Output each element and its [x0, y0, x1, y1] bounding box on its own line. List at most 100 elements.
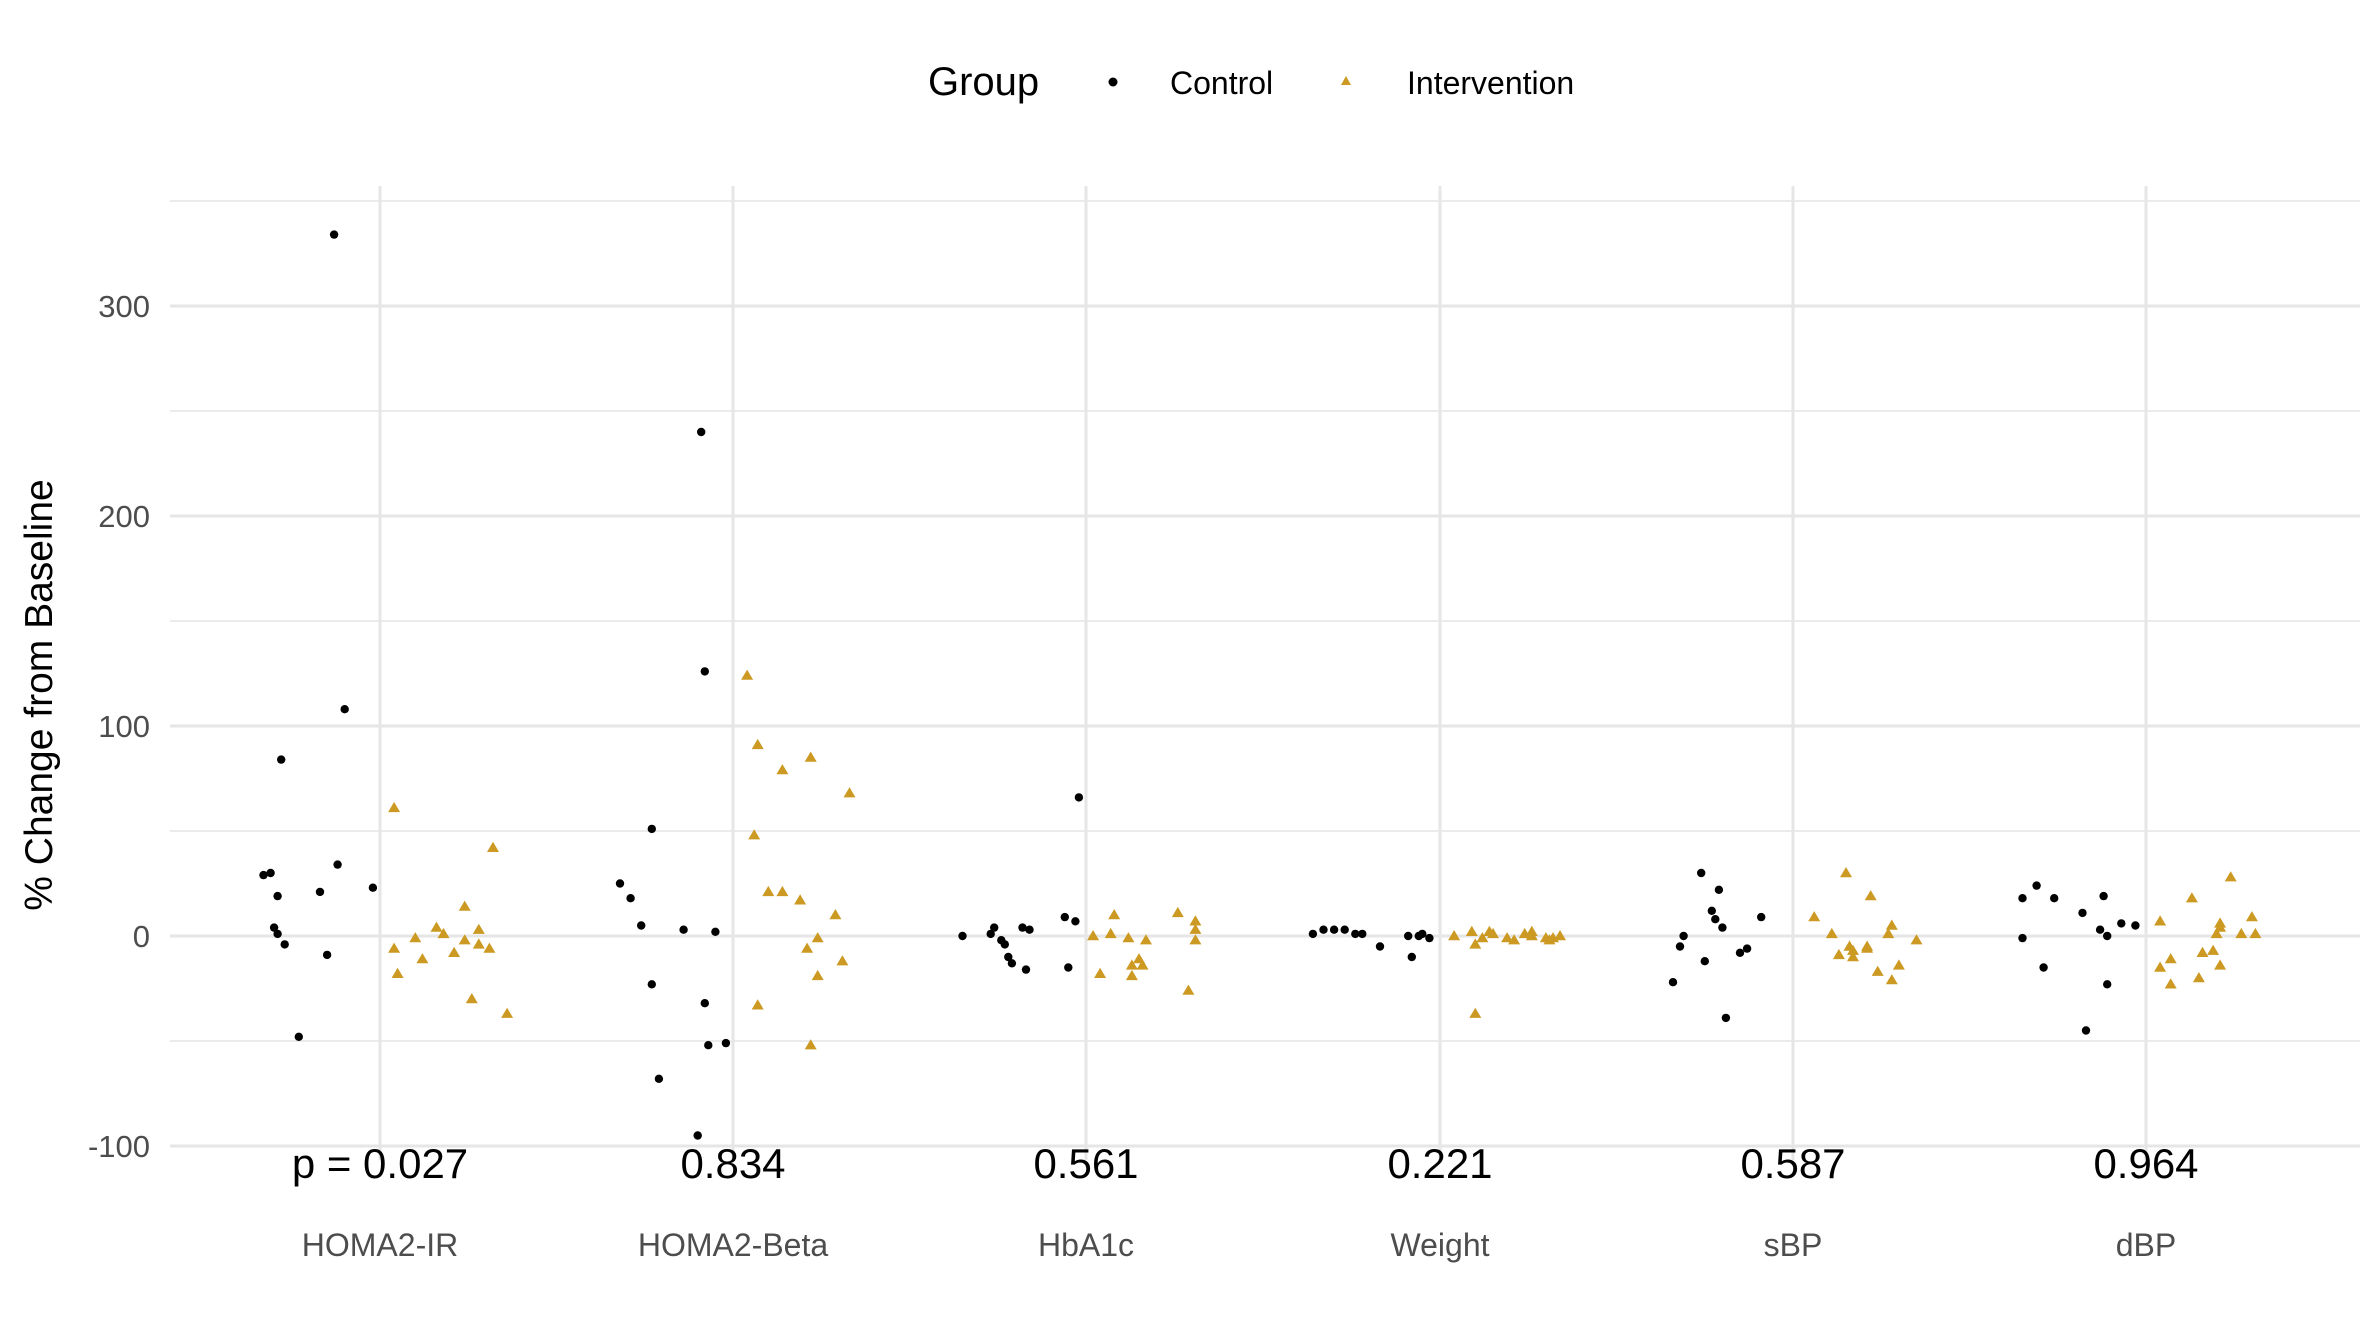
control-point	[1308, 929, 1318, 939]
intervention-point	[1892, 959, 1905, 970]
intervention-point	[1847, 951, 1859, 962]
intervention-point	[2235, 927, 2248, 939]
intervention-point	[1885, 919, 1898, 930]
control-point	[721, 1038, 731, 1048]
control-point	[1351, 929, 1360, 939]
intervention-point	[2249, 927, 2262, 939]
y-axis-title: % Change from Baseline	[18, 479, 61, 910]
x-tick-label-weight: Weight	[1390, 1227, 1489, 1263]
intervention-point	[804, 751, 817, 762]
intervention-point	[2185, 892, 2198, 903]
control-point	[315, 887, 325, 897]
x-tick-label-homa2-ir: HOMA2-IR	[302, 1227, 458, 1263]
control-point	[615, 879, 625, 888]
intervention-point	[1469, 938, 1482, 949]
x-tick-label-dbp: dBP	[2116, 1227, 2176, 1263]
control-point	[1714, 885, 1724, 894]
control-point	[2131, 921, 2140, 930]
control-point	[626, 894, 635, 903]
intervention-point	[2154, 961, 2167, 972]
intervention-point	[1189, 915, 1202, 926]
control-point	[1404, 931, 1413, 941]
intervention-point	[1189, 923, 1202, 934]
intervention-point	[751, 738, 764, 750]
intervention-point	[1122, 932, 1135, 943]
intervention-point	[836, 955, 849, 966]
intervention-point	[1087, 930, 1100, 941]
p-value-hba1c: 0.561	[1033, 1140, 1138, 1187]
y-tick-label: -100	[88, 1129, 150, 1164]
intervention-point	[1125, 959, 1138, 970]
intervention-point	[388, 801, 401, 813]
control-point	[679, 925, 688, 934]
control-point	[2103, 931, 2112, 941]
control-point	[1071, 917, 1080, 926]
intervention-point	[487, 841, 499, 852]
control-point	[322, 950, 332, 960]
x-tick-label-sbp: sBP	[1764, 1227, 1823, 1263]
intervention-point	[1508, 934, 1521, 945]
intervention-point	[448, 946, 461, 957]
control-point	[2018, 933, 2027, 943]
control-point	[2099, 891, 2108, 901]
grid-layer	[170, 186, 2360, 1160]
control-point	[340, 705, 349, 714]
intervention-point	[1832, 948, 1845, 960]
control-point	[1425, 933, 1434, 943]
intervention-point	[1171, 906, 1184, 918]
control-point	[1668, 978, 1678, 987]
control-point	[700, 999, 709, 1008]
intervention-point	[811, 969, 824, 981]
control-point	[294, 1032, 303, 1042]
control-point	[990, 923, 999, 932]
intervention-point	[1871, 965, 1884, 976]
control-point	[1700, 957, 1710, 966]
intervention-point	[2214, 959, 2227, 970]
control-point	[647, 824, 656, 834]
control-point	[1679, 931, 1688, 941]
x-tick-label-homa2-beta: HOMA2-Beta	[638, 1227, 828, 1263]
control-point	[1004, 952, 1013, 962]
p-value-dbp: 0.964	[2093, 1140, 2198, 1187]
control-point	[693, 1131, 702, 1140]
control-point	[704, 1041, 713, 1050]
intervention-point	[1476, 932, 1489, 943]
intervention-point	[1847, 944, 1859, 955]
control-point	[637, 921, 646, 930]
control-point	[1000, 940, 1009, 949]
intervention-point	[1861, 940, 1874, 951]
control-point	[280, 940, 289, 949]
legend-intervention-marker	[1341, 76, 1351, 85]
control-point	[958, 931, 967, 941]
intervention-point	[1882, 927, 1895, 939]
control-point	[277, 755, 286, 764]
intervention-point	[1825, 927, 1838, 939]
intervention-point	[1808, 911, 1821, 922]
marks-layer	[259, 230, 2262, 1140]
intervention-point	[465, 993, 478, 1004]
intervention-point	[2207, 944, 2220, 955]
intervention-point	[2245, 911, 2258, 922]
control-point	[1358, 929, 1367, 939]
intervention-point	[1182, 984, 1195, 995]
intervention-point	[472, 923, 485, 934]
intervention-point	[1910, 934, 1923, 945]
control-point	[1718, 923, 1727, 932]
intervention-point	[762, 885, 775, 897]
intervention-point	[829, 909, 842, 920]
intervention-point	[1108, 909, 1121, 920]
intervention-point	[388, 942, 401, 953]
x-tick-label-hba1c: HbA1c	[1038, 1227, 1134, 1263]
control-point	[1060, 912, 1070, 922]
control-point	[1340, 925, 1349, 934]
intervention-point	[2214, 921, 2227, 932]
control-point	[1319, 925, 1328, 934]
intervention-point	[748, 829, 761, 840]
intervention-point	[804, 1039, 817, 1050]
y-tick-label: 300	[98, 289, 150, 324]
control-point	[986, 929, 995, 939]
intervention-point	[2192, 972, 2205, 983]
intervention-point	[1554, 930, 1566, 941]
control-point	[1675, 942, 1685, 951]
